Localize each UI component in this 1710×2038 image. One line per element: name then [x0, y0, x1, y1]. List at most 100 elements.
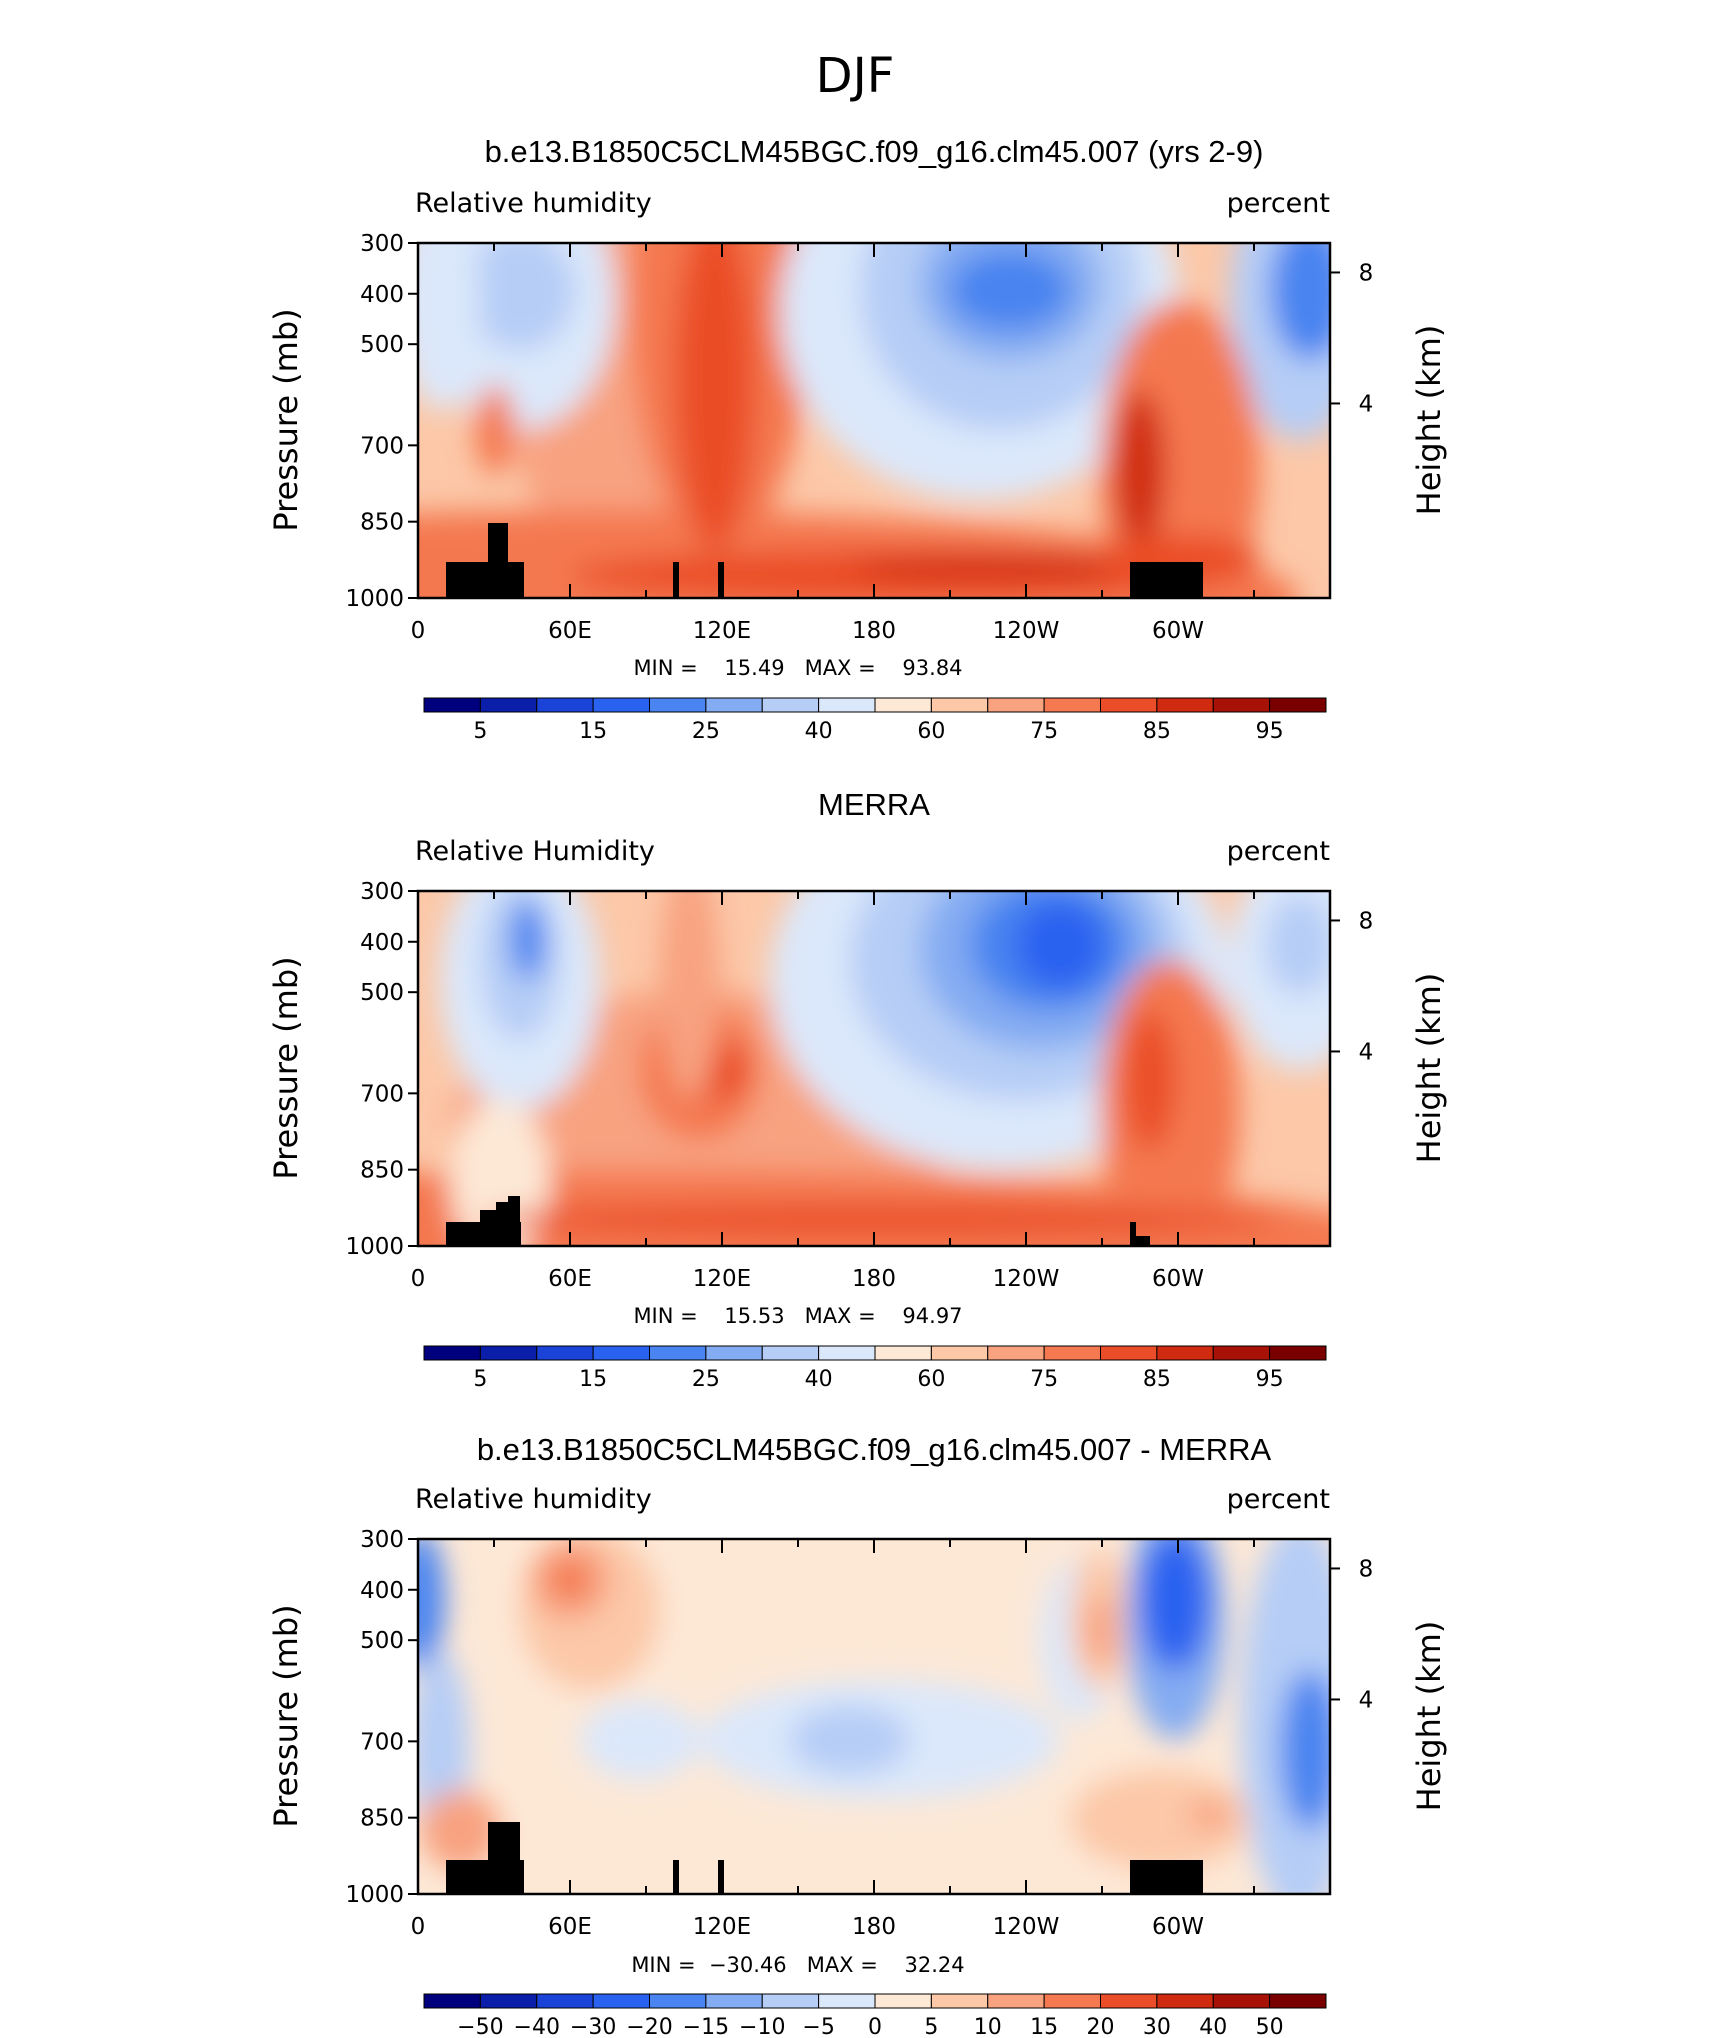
- colorbar-swatch: [1100, 1993, 1158, 2009]
- x-tick-label: 60W: [1152, 1914, 1204, 1940]
- min-max-stats: MIN = 15.53 MAX = 94.97: [633, 1304, 962, 1328]
- colorbar-label: −30: [570, 2015, 616, 2038]
- colorbar-swatch: [1269, 697, 1327, 713]
- colorbar-label: 60: [917, 719, 945, 744]
- colorbar-swatch: [874, 1345, 932, 1361]
- colorbar-swatch: [649, 697, 707, 713]
- x-tick-label: 60W: [1152, 1266, 1204, 1292]
- units-label: percent: [1227, 188, 1330, 219]
- x-tick-label: 0: [411, 618, 426, 644]
- colorbar-label: 40: [805, 1367, 833, 1392]
- pressure-axis-label: Pressure (mb): [267, 308, 305, 531]
- y-tick-label: 400: [360, 282, 404, 308]
- colorbar-label: −15: [683, 2015, 729, 2038]
- panel-title: b.e13.B1850C5CLM45BGC.f09_g16.clm45.007 …: [477, 1432, 1272, 1467]
- y-tick-label: 700: [360, 1081, 404, 1107]
- x-tick-label: 60E: [548, 1266, 592, 1292]
- colorbar-label: −10: [739, 2015, 785, 2038]
- x-tick-label: 120E: [693, 618, 751, 644]
- colorbar-swatch: [705, 1993, 763, 2009]
- y-tick-label: 850: [360, 510, 404, 536]
- x-tick-label: 60E: [548, 1914, 592, 1940]
- colorbar-label: 40: [805, 719, 833, 744]
- colorbar-label: −50: [457, 2015, 503, 2038]
- colorbar-swatch: [1212, 697, 1271, 713]
- y-tick-label: 400: [360, 930, 404, 956]
- colorbar-swatch: [1212, 1345, 1271, 1361]
- contour-field: [418, 891, 1330, 1246]
- figure-title: DJF: [816, 48, 895, 104]
- colorbar-swatch: [761, 1345, 820, 1361]
- height-tick-label: 8: [1359, 1556, 1374, 1582]
- x-tick-label: 120W: [993, 1914, 1060, 1940]
- colorbar-swatch: [1269, 1993, 1327, 2009]
- height-tick-label: 8: [1359, 260, 1374, 286]
- colorbar-swatch: [536, 697, 594, 713]
- variable-label: Relative humidity: [415, 188, 652, 219]
- y-tick-label: 500: [360, 332, 404, 358]
- min-max-stats: MIN = 15.49 MAX = 93.84: [633, 656, 962, 680]
- y-tick-label: 500: [360, 980, 404, 1006]
- colorbar-label: 95: [1256, 719, 1284, 744]
- colorbar-swatch: [1269, 1345, 1327, 1361]
- colorbar-swatch: [1156, 697, 1214, 713]
- colorbar-swatch: [536, 1993, 594, 2009]
- colorbar-swatch: [705, 1345, 763, 1361]
- colorbar-label: 75: [1030, 719, 1058, 744]
- colorbar-label: 85: [1143, 1367, 1171, 1392]
- colorbar-swatch: [818, 1345, 876, 1361]
- colorbar-swatch: [874, 697, 932, 713]
- colorbar-swatch: [1156, 1345, 1214, 1361]
- colorbar-swatch: [592, 1993, 650, 2009]
- colorbar-label: 20: [1087, 2015, 1115, 2038]
- y-tick-label: 700: [360, 433, 404, 459]
- colorbar-label: 15: [579, 1367, 607, 1392]
- colorbar-swatch: [479, 1345, 538, 1361]
- y-tick-label: 300: [360, 879, 404, 905]
- colorbar-swatch: [1100, 1345, 1158, 1361]
- height-axis-label: Height (km): [1410, 1621, 1448, 1812]
- colorbar-swatch: [649, 1345, 707, 1361]
- colorbar-swatch: [423, 1345, 481, 1361]
- axes: 0 60E 120E 180 120W 60W 300 400 500 700 850 1000 8 4: [345, 231, 1373, 644]
- colorbar-label: 10: [974, 2015, 1002, 2038]
- units-label: percent: [1227, 1484, 1330, 1515]
- contour-field: [418, 1539, 1330, 1894]
- colorbar-swatch: [1212, 1993, 1271, 2009]
- colorbar-label: −40: [514, 2015, 560, 2038]
- panel-merra: MERRA Relative Humidity percent: [267, 787, 1448, 1392]
- variable-label: Relative Humidity: [415, 836, 655, 867]
- colorbar: −50 −40 −30 −20 −15 −10 −5 0 5 10 15 20 30 40 50: [423, 1993, 1327, 2038]
- colorbar-label: −5: [802, 2015, 834, 2038]
- y-tick-label: 850: [360, 1806, 404, 1832]
- height-axis-label: Height (km): [1410, 325, 1448, 516]
- colorbar-swatch: [1043, 1993, 1101, 2009]
- colorbar-swatch: [649, 1993, 707, 2009]
- colorbar-label: 30: [1143, 2015, 1171, 2038]
- colorbar-label: 50: [1256, 2015, 1284, 2038]
- colorbar-label: 60: [917, 1367, 945, 1392]
- colorbar-swatch: [479, 1993, 538, 2009]
- y-tick-label: 850: [360, 1158, 404, 1184]
- y-tick-label: 300: [360, 231, 404, 257]
- variable-label: Relative humidity: [415, 1484, 652, 1515]
- colorbar-swatch: [930, 697, 989, 713]
- colorbar-swatch: [705, 697, 763, 713]
- colorbar-label: 25: [692, 1367, 720, 1392]
- colorbar-swatch: [987, 697, 1045, 713]
- axes: 0 60E 120E 180 120W 60W 300 400 500 700 850 1000 8 4: [345, 879, 1373, 1292]
- colorbar-label: 5: [924, 2015, 938, 2038]
- height-tick-label: 8: [1359, 908, 1374, 934]
- colorbar-swatch: [592, 697, 650, 713]
- x-tick-label: 60E: [548, 618, 592, 644]
- x-tick-label: 180: [852, 1914, 896, 1940]
- pressure-axis-label: Pressure (mb): [267, 956, 305, 1179]
- y-tick-label: 400: [360, 1578, 404, 1604]
- x-tick-label: 120E: [693, 1266, 751, 1292]
- colorbar-label: 0: [868, 2015, 882, 2038]
- colorbar-swatch: [987, 1345, 1045, 1361]
- colorbar-label: −20: [626, 2015, 672, 2038]
- colorbar-swatch: [1043, 697, 1101, 713]
- colorbar-label: 95: [1256, 1367, 1284, 1392]
